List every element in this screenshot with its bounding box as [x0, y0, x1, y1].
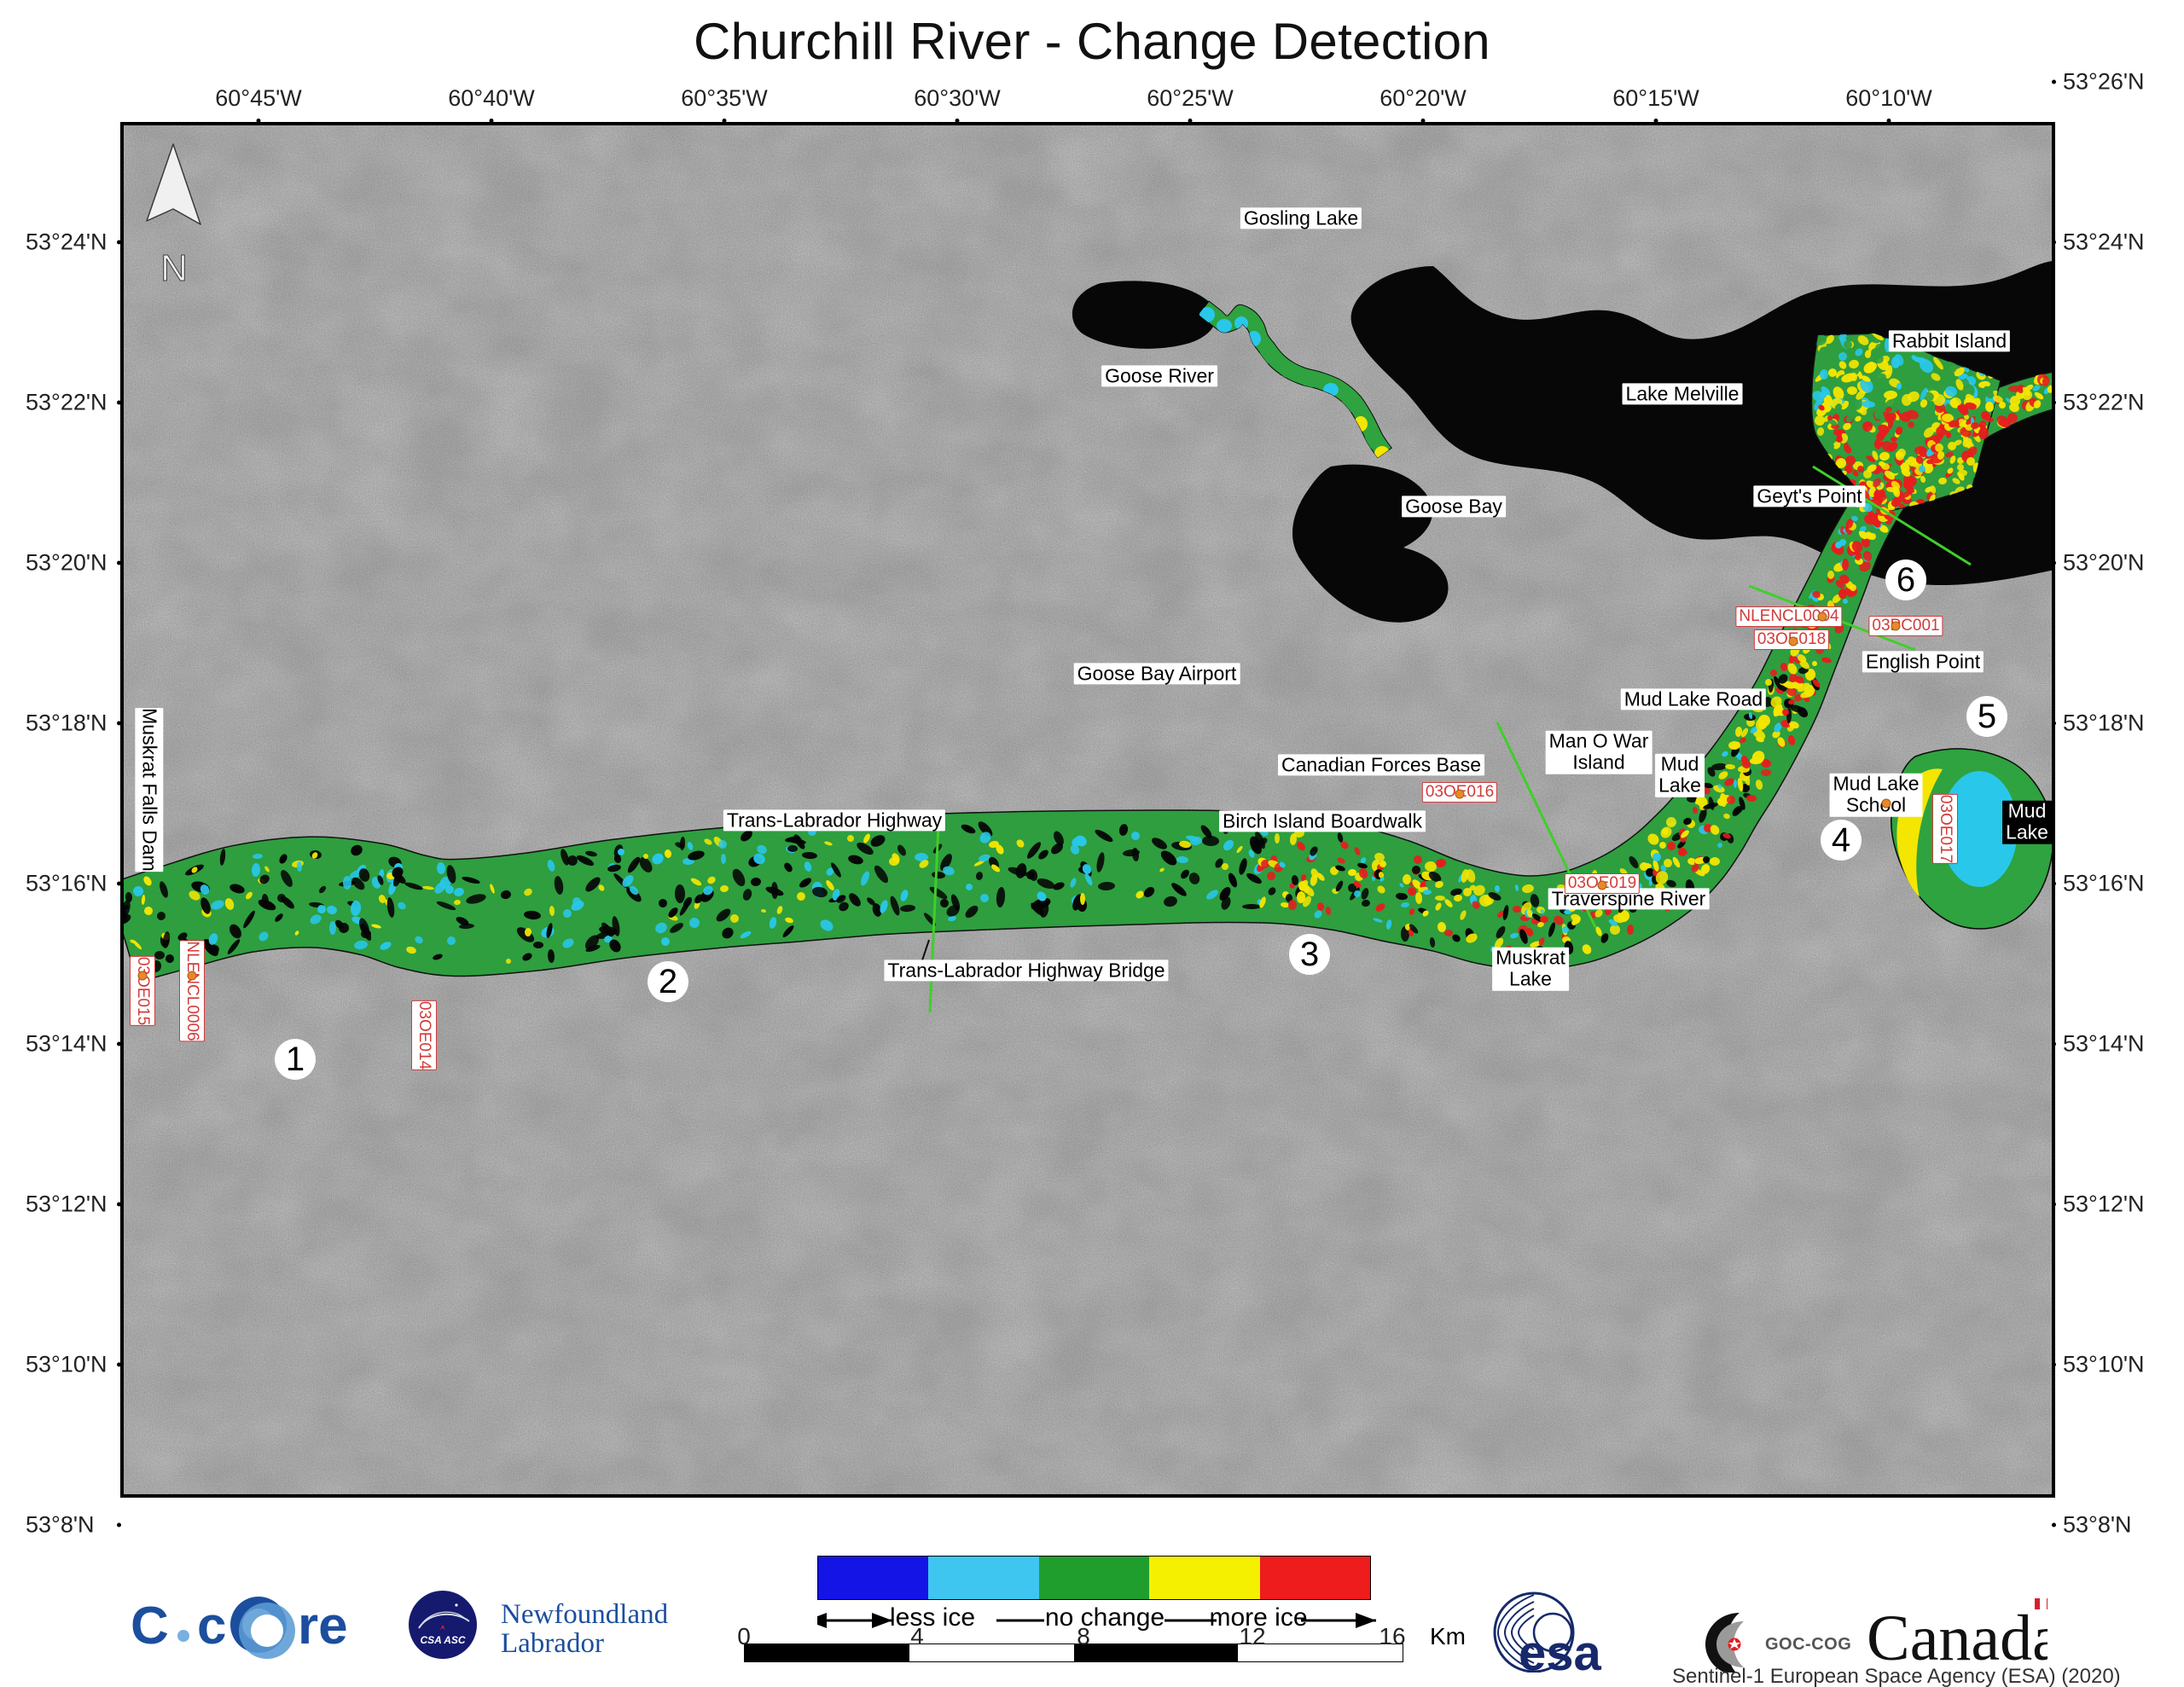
svg-text:esa: esa [1519, 1626, 1602, 1673]
svg-text:re: re [298, 1597, 348, 1655]
svg-text:GOC-COG: GOC-COG [1765, 1635, 1851, 1654]
svg-text:Newfoundland: Newfoundland [501, 1599, 669, 1630]
svg-text:CSA ASC: CSA ASC [420, 1634, 465, 1646]
svg-text:Canada: Canada [1867, 1603, 2048, 1673]
svg-text:C: C [131, 1597, 169, 1655]
svg-text:Labrador: Labrador [501, 1628, 604, 1659]
svg-text:c: c [197, 1597, 226, 1655]
svg-text:N: N [160, 247, 188, 289]
